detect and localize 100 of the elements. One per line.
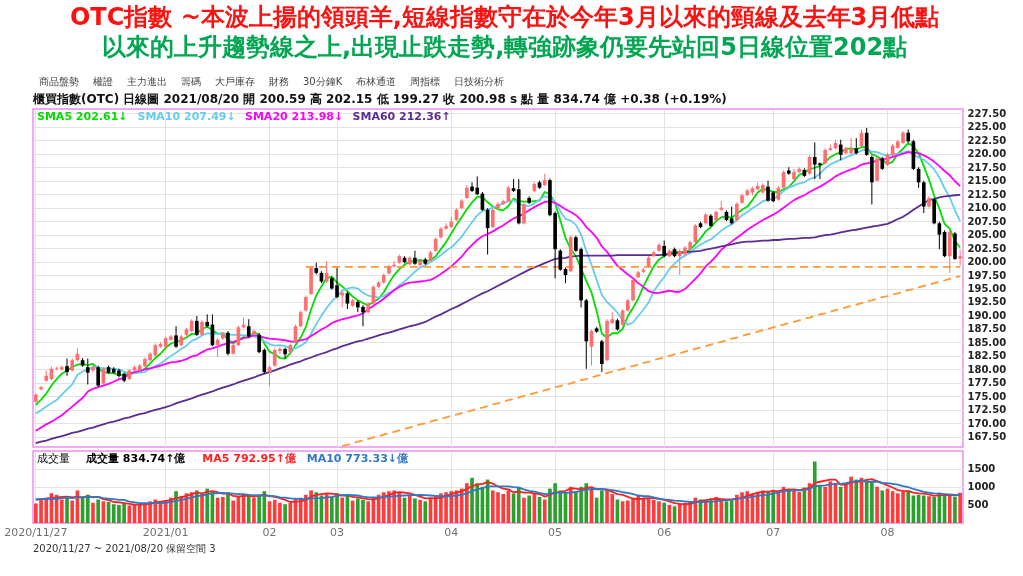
x-tick-label: 05: [548, 525, 563, 539]
bar: [522, 497, 526, 523]
bar: [662, 502, 666, 523]
bar: [527, 495, 531, 523]
y-tick-label: 177.50: [967, 377, 1007, 389]
text: 周指標: [410, 76, 441, 87]
y-tick-label: 225.00: [967, 121, 1007, 133]
bar: [85, 494, 90, 523]
candlestick: [91, 364, 95, 373]
text: 布林通道: [356, 76, 397, 87]
text: 財務: [269, 76, 289, 87]
y-tick-label: 170.00: [967, 417, 1007, 429]
text: MA5 792.95↑億: [202, 452, 297, 465]
candlestick: [65, 358, 69, 377]
text: 商品盤勢: [39, 76, 79, 87]
y-tick-label: 217.50: [967, 161, 1007, 173]
bar: [220, 496, 225, 523]
x-tick-label: 03: [330, 525, 345, 539]
y-tick-label: 1500: [967, 463, 996, 475]
bar: [226, 492, 230, 523]
text: SMA5 202.61↓: [37, 110, 128, 123]
candlestick: [361, 304, 365, 327]
bar: [906, 490, 911, 523]
text: MA10 773.33↓億: [306, 452, 410, 465]
y-tick-label: 207.50: [967, 215, 1007, 227]
y-tick-label: 212.50: [967, 188, 1007, 200]
bar: [200, 494, 204, 523]
candlestick: [246, 318, 251, 339]
bar: [703, 500, 708, 523]
bar: [838, 486, 843, 523]
candlestick: [96, 365, 100, 388]
x-tick-label: 08: [880, 525, 895, 539]
bar: [340, 497, 345, 523]
y-tick-label: 210.00: [967, 202, 1007, 214]
bar: [60, 499, 64, 523]
y-tick-label: 220.00: [967, 148, 1007, 160]
candlestick: [226, 330, 230, 356]
candlestick: [522, 202, 526, 225]
x-tick-label: 2020/11/27: [4, 525, 68, 539]
bar: [921, 495, 926, 523]
bar: [70, 500, 75, 523]
bar: [880, 490, 885, 523]
y-tick-label: 187.50: [967, 323, 1007, 335]
y-tick-label: 172.50: [967, 404, 1007, 416]
bar: [465, 483, 469, 523]
candlestick: [600, 339, 604, 373]
text: 大戶庫存: [215, 76, 255, 87]
candlestick: [195, 315, 199, 337]
candlestick: [735, 201, 739, 222]
bar: [231, 500, 235, 523]
bar: [252, 497, 256, 523]
candlestick: [413, 250, 417, 266]
bar: [947, 495, 952, 523]
candlestick: [257, 332, 261, 354]
candlestick: [932, 197, 936, 225]
chart-subtitle: 以來的上升趨勢線之上,出現止跌走勢,轉強跡象仍要先站回5日線位置202點: [102, 33, 908, 62]
candlestick: [631, 277, 635, 302]
bar: [366, 501, 370, 523]
bar: [516, 486, 521, 523]
candlestick: [958, 249, 962, 266]
candlestick: [490, 207, 495, 229]
y-tick-label: 190.00: [967, 309, 1007, 321]
bar: [600, 490, 604, 523]
chart-title: 成交量: [37, 452, 70, 465]
y-tick-label: 500: [967, 499, 989, 511]
text: 籌碼: [181, 76, 201, 87]
chart-title: OTC指數 ~本波上揚的領頭羊,短線指數守在於今年3月以來的頸線及去年3月低點: [69, 3, 940, 32]
line-series: [34, 194, 962, 445]
y-tick-label: 200.00: [967, 256, 1007, 268]
bar: [823, 486, 827, 523]
x-tick-label: 02: [262, 525, 277, 539]
bar: [423, 501, 428, 523]
y-tick-label: 167.50: [967, 431, 1007, 443]
text: 櫃買指數(OTC) 日線圖 2021/08/20 開 200.59 高 202.15 低 199.27 收 200.98 s 點 量 834.74 億 +0.38 (+0.19%): [32, 92, 727, 106]
text: 成交量 834.74↑億: [85, 452, 187, 465]
y-tick-label: 202.50: [967, 242, 1007, 254]
line-series: [341, 275, 962, 447]
bar: [932, 496, 936, 523]
text: 2020/11/27 ~ 2021/08/20 保留空間 3: [33, 543, 216, 554]
bar: [96, 499, 100, 523]
candlestick: [85, 358, 90, 385]
bar: [875, 486, 879, 523]
candlestick: [558, 248, 563, 272]
candlestick: [838, 139, 843, 161]
text: 主力進出: [127, 76, 167, 87]
y-tick-label: 185.00: [967, 336, 1007, 348]
text: SMA10 207.49↓: [137, 110, 236, 123]
y-tick-label: 195.00: [967, 283, 1007, 295]
candlestick: [252, 328, 256, 336]
bar: [407, 494, 412, 523]
y-tick-label: 1000: [967, 481, 996, 493]
text: 30分鐘K: [303, 76, 343, 87]
bar: [288, 502, 293, 523]
bar: [91, 502, 95, 523]
candlestick: [875, 156, 879, 183]
text: 權證: [93, 76, 113, 87]
y-tick-label: 222.50: [967, 134, 1007, 146]
y-tick-label: 205.00: [967, 229, 1007, 241]
text: SMA20 213.98↓: [245, 110, 344, 123]
y-tick-label: 182.50: [967, 350, 1007, 362]
